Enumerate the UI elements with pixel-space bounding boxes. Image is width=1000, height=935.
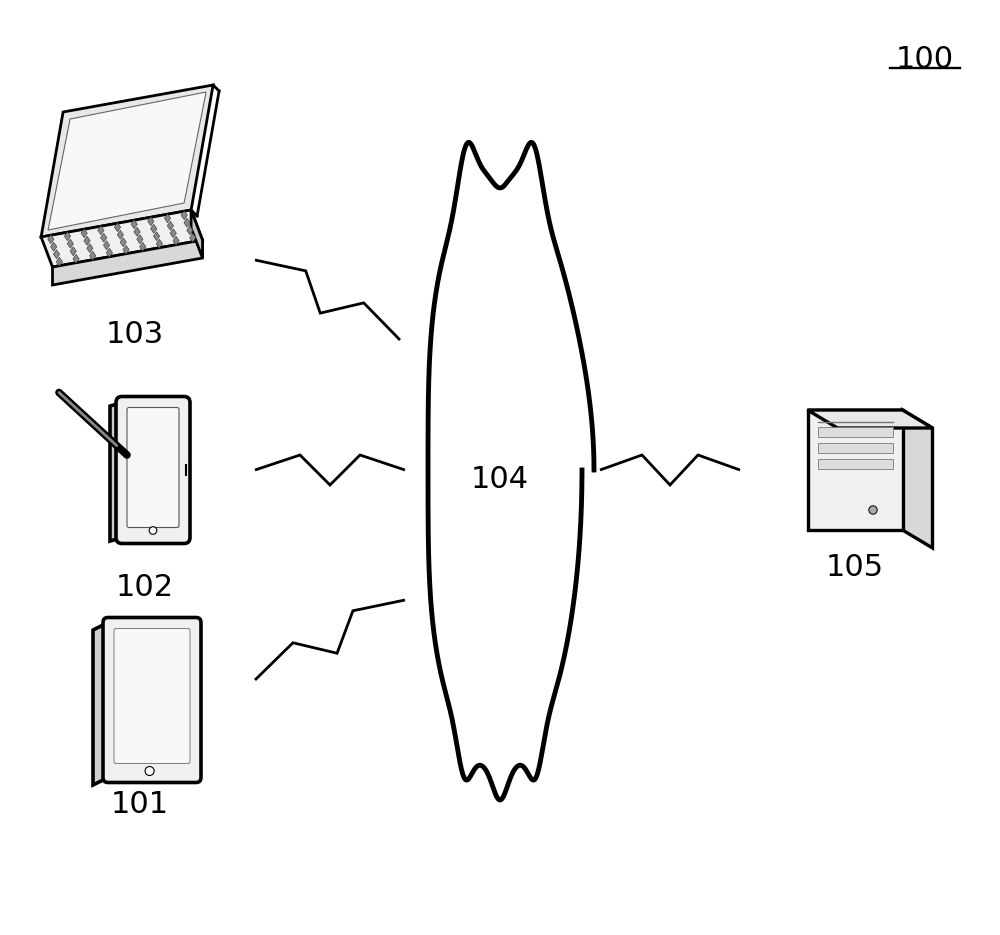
- Polygon shape: [103, 240, 110, 250]
- Text: 105: 105: [826, 553, 884, 582]
- Polygon shape: [131, 220, 137, 229]
- Polygon shape: [153, 232, 160, 240]
- Polygon shape: [52, 240, 203, 285]
- Polygon shape: [181, 210, 187, 220]
- Circle shape: [149, 526, 157, 534]
- Polygon shape: [123, 245, 129, 254]
- FancyBboxPatch shape: [127, 408, 179, 527]
- Polygon shape: [187, 225, 193, 235]
- Polygon shape: [190, 233, 196, 242]
- Bar: [808, 410, 902, 530]
- Polygon shape: [148, 217, 154, 225]
- Polygon shape: [156, 239, 163, 249]
- Polygon shape: [106, 249, 113, 257]
- Polygon shape: [140, 242, 146, 252]
- Polygon shape: [70, 247, 76, 256]
- Text: 101: 101: [111, 790, 169, 819]
- Polygon shape: [114, 223, 121, 232]
- Bar: [818, 459, 893, 469]
- Polygon shape: [173, 237, 179, 245]
- FancyBboxPatch shape: [116, 396, 190, 543]
- FancyBboxPatch shape: [103, 617, 201, 783]
- Polygon shape: [137, 235, 143, 244]
- Polygon shape: [48, 92, 206, 230]
- Polygon shape: [41, 210, 203, 267]
- Polygon shape: [151, 224, 157, 233]
- Polygon shape: [120, 237, 126, 247]
- Polygon shape: [84, 237, 90, 245]
- Polygon shape: [808, 410, 933, 428]
- Polygon shape: [428, 142, 594, 800]
- Bar: [818, 443, 893, 453]
- Polygon shape: [117, 230, 124, 239]
- Polygon shape: [110, 402, 122, 541]
- Polygon shape: [51, 242, 57, 252]
- FancyBboxPatch shape: [114, 628, 190, 764]
- Polygon shape: [81, 229, 87, 237]
- Polygon shape: [53, 250, 60, 259]
- Polygon shape: [191, 210, 203, 258]
- Text: 103: 103: [106, 320, 164, 349]
- Polygon shape: [164, 214, 171, 223]
- Polygon shape: [64, 232, 71, 240]
- Polygon shape: [90, 252, 96, 260]
- Polygon shape: [48, 235, 54, 244]
- Text: 104: 104: [471, 466, 529, 495]
- Circle shape: [869, 506, 877, 514]
- Polygon shape: [167, 222, 174, 230]
- Polygon shape: [101, 233, 107, 242]
- Bar: [818, 427, 893, 437]
- Polygon shape: [134, 227, 140, 237]
- Polygon shape: [56, 257, 63, 266]
- Polygon shape: [73, 254, 79, 264]
- Polygon shape: [67, 239, 74, 249]
- Polygon shape: [902, 410, 933, 548]
- Polygon shape: [93, 623, 108, 785]
- Polygon shape: [170, 229, 176, 237]
- Text: 100: 100: [896, 45, 954, 74]
- Circle shape: [145, 767, 154, 775]
- Text: 102: 102: [116, 573, 174, 602]
- Polygon shape: [87, 244, 93, 252]
- Polygon shape: [184, 218, 190, 227]
- Polygon shape: [98, 225, 104, 235]
- Polygon shape: [41, 85, 213, 237]
